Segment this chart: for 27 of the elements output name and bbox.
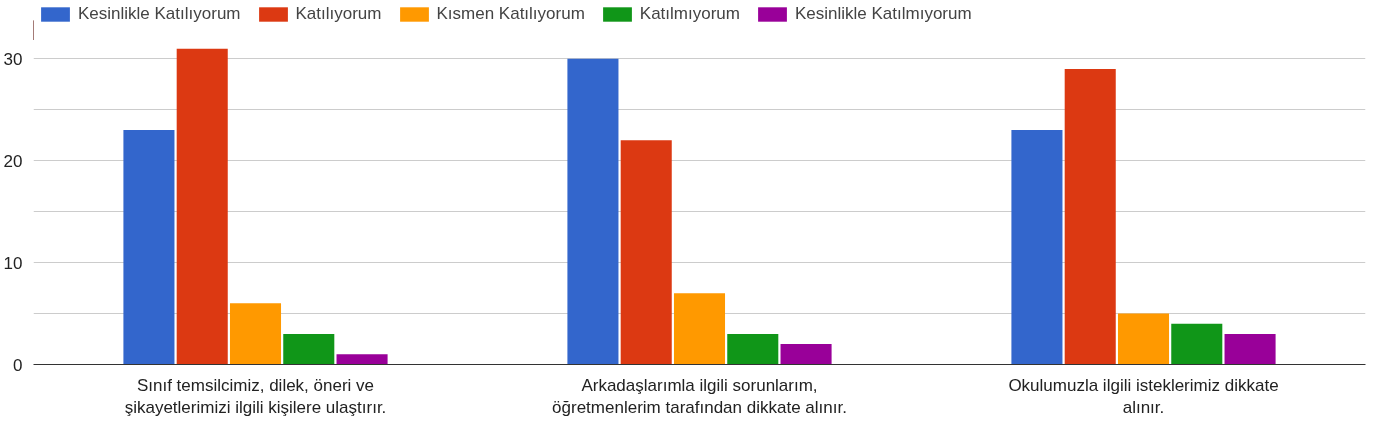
bar	[567, 58, 619, 365]
y-tick-label: 10	[3, 253, 23, 273]
bar	[673, 293, 726, 365]
x-tick-label: Arkadaşlarımla ilgili sorunlarım, öğretmenlerim tarafından dikkate alınır.	[552, 375, 847, 418]
x-tick-label: Sınıf temsilcimiz, dilek, öneri ve şikayetlerimizi ilgili kişilere ulaştırır.	[124, 375, 387, 418]
legend-label: Kesinlikle Katılmıyorum	[794, 4, 972, 24]
y-tick-label: 0	[13, 355, 23, 375]
legend-label: Kısmen Katılıyorum	[436, 4, 585, 24]
bar	[1064, 68, 1116, 365]
x-tick-label: Okulumuzla ilgili isteklerimiz dikkate alınır.	[1008, 375, 1279, 418]
bar	[620, 140, 672, 365]
bar	[229, 303, 282, 365]
bar	[123, 130, 175, 365]
bar	[283, 333, 335, 365]
bar	[780, 344, 832, 365]
bar	[1011, 130, 1063, 365]
bar	[727, 333, 779, 365]
legend-label: Katılıyorum	[295, 4, 382, 24]
bar	[176, 48, 228, 365]
y-tick-label: 20	[3, 151, 23, 171]
bar	[1171, 323, 1223, 365]
y-tick-label: 30	[3, 49, 23, 69]
bar	[1117, 313, 1170, 365]
legend-label: Kesinlikle Katılıyorum	[78, 4, 241, 24]
bar	[336, 354, 388, 365]
bar	[1224, 333, 1276, 365]
legend-label: Katılmıyorum	[639, 4, 740, 24]
